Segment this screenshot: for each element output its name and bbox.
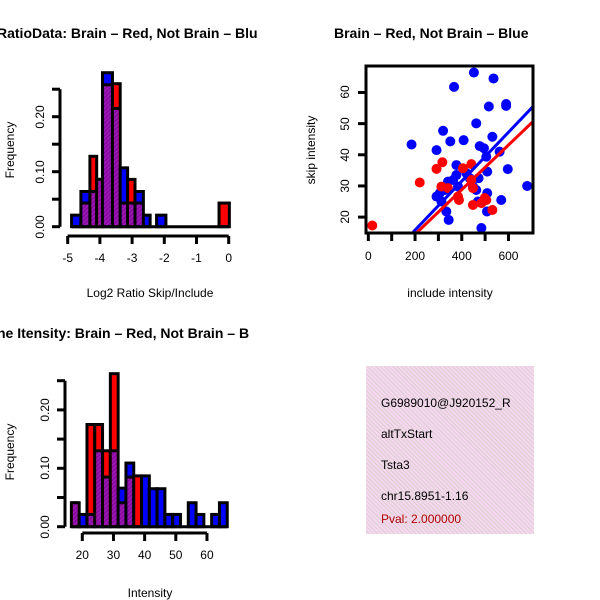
genomic-location: chr15.8951-1.16 [381, 489, 469, 503]
histogram-intensity-xlabel: Intensity [127, 586, 173, 600]
red-point [487, 204, 498, 215]
histogram-intensity-ylabel: Frequency [3, 423, 17, 481]
event-id: G6989010@J920152_R [381, 396, 511, 410]
blue-bar [155, 213, 168, 229]
blue-point [502, 164, 513, 175]
blue-point [445, 136, 456, 147]
x-tick-label: -5 [62, 251, 74, 265]
x-tick-label: 20 [75, 548, 89, 562]
blue-point [406, 139, 417, 150]
overlap-bar [72, 502, 78, 526]
y-tick-label: 0.20 [38, 398, 52, 422]
overlap-bar [111, 450, 117, 526]
overlap-bar [82, 203, 89, 226]
y-tick-label: 20 [338, 210, 352, 224]
red-point [479, 193, 490, 204]
overlap-bar [88, 514, 94, 526]
blue-point [449, 81, 460, 92]
blue-point [496, 194, 507, 205]
blue-point [488, 73, 499, 84]
blue-bar [171, 512, 182, 529]
blue-point [476, 223, 487, 233]
blue-fit-line [412, 105, 533, 233]
blue-bar [194, 512, 206, 529]
blue-point [443, 214, 454, 225]
overlap-bar [103, 84, 111, 226]
y-tick-label: 0.10 [33, 160, 47, 184]
overlap-bar [91, 191, 96, 226]
x-tick-label: 30 [106, 548, 121, 562]
y-tick-label: 40 [338, 148, 352, 162]
y-tick-label: 50 [338, 116, 352, 131]
y-tick-label: 60 [338, 85, 352, 100]
overlap-bar [136, 203, 142, 226]
red-fit-line [415, 120, 533, 233]
red-point [457, 163, 468, 174]
overlap-bar [127, 477, 133, 526]
overlap-bar [98, 179, 101, 226]
gene-name: Tsta3 [381, 458, 410, 472]
y-tick-label: 30 [338, 179, 352, 193]
x-tick-label: 0 [364, 249, 372, 263]
x-tick-label: -4 [94, 251, 106, 265]
x-tick-label: 60 [200, 548, 214, 562]
blue-bar [217, 501, 229, 529]
blue-point [501, 100, 512, 111]
overlap-bar [104, 477, 109, 526]
red-point [467, 183, 478, 194]
x-tick-label: 200 [405, 249, 426, 263]
red-point [467, 199, 478, 210]
scatter-frame [364, 64, 535, 235]
blue-point [468, 67, 479, 78]
histogram-ratio-ylabel: Frequency [3, 121, 17, 179]
blue-point [522, 180, 533, 191]
histogram-ratio-xlabel: Log2 Ratio Skip/Include [86, 286, 214, 300]
overlap-bar [119, 502, 125, 526]
x-tick-label: 40 [137, 548, 152, 562]
blue-point [431, 145, 442, 156]
blue-point [471, 118, 482, 129]
pval-text: Pval: 2.000000 [381, 512, 462, 526]
overlap-bar [121, 203, 127, 226]
x-tick-label: -1 [191, 251, 202, 265]
blue-point [438, 125, 449, 136]
histogram-ratio-title: RatioData: Brain – Red, Not Brain – Blu [0, 25, 258, 41]
blue-point [441, 206, 452, 217]
y-tick-label: 0.20 [33, 105, 47, 129]
x-tick-label: 50 [169, 548, 183, 562]
blue-point [483, 101, 494, 112]
event-type: altTxStart [381, 427, 433, 441]
scatter-ylabel: skip intensity [304, 115, 318, 185]
blue-point [478, 143, 489, 154]
red-point [414, 177, 425, 188]
overlap-bar [129, 203, 134, 226]
x-tick-label: -2 [158, 251, 170, 265]
red-point [437, 157, 448, 168]
x-tick-label: -3 [126, 251, 138, 265]
overlap-bar [113, 108, 119, 226]
x-tick-label: 600 [498, 249, 519, 263]
red-point [442, 183, 453, 194]
scatter-xlabel: include intensity [407, 286, 493, 300]
event-info-panel: G6989010@J920152_R altTxStart Tsta3 chr1… [366, 366, 534, 534]
y-tick-label: 0.00 [33, 215, 47, 239]
histogram-intensity-title: ne Itensity: Brain – Red, Not Brain – B [0, 325, 250, 341]
overlap-bar [96, 450, 102, 526]
red-point [367, 220, 378, 231]
red-point [431, 163, 442, 174]
blue-point [487, 131, 498, 142]
scatter-title: Brain – Red, Not Brain – Blue [334, 25, 529, 41]
y-tick-label: 0.10 [38, 456, 52, 480]
x-tick-label: 0 [225, 251, 233, 265]
blue-point [458, 135, 469, 146]
red-bar [217, 201, 231, 229]
y-tick-label: 0.00 [38, 515, 52, 539]
blue-bar [141, 213, 152, 229]
x-tick-label: 400 [451, 249, 472, 263]
